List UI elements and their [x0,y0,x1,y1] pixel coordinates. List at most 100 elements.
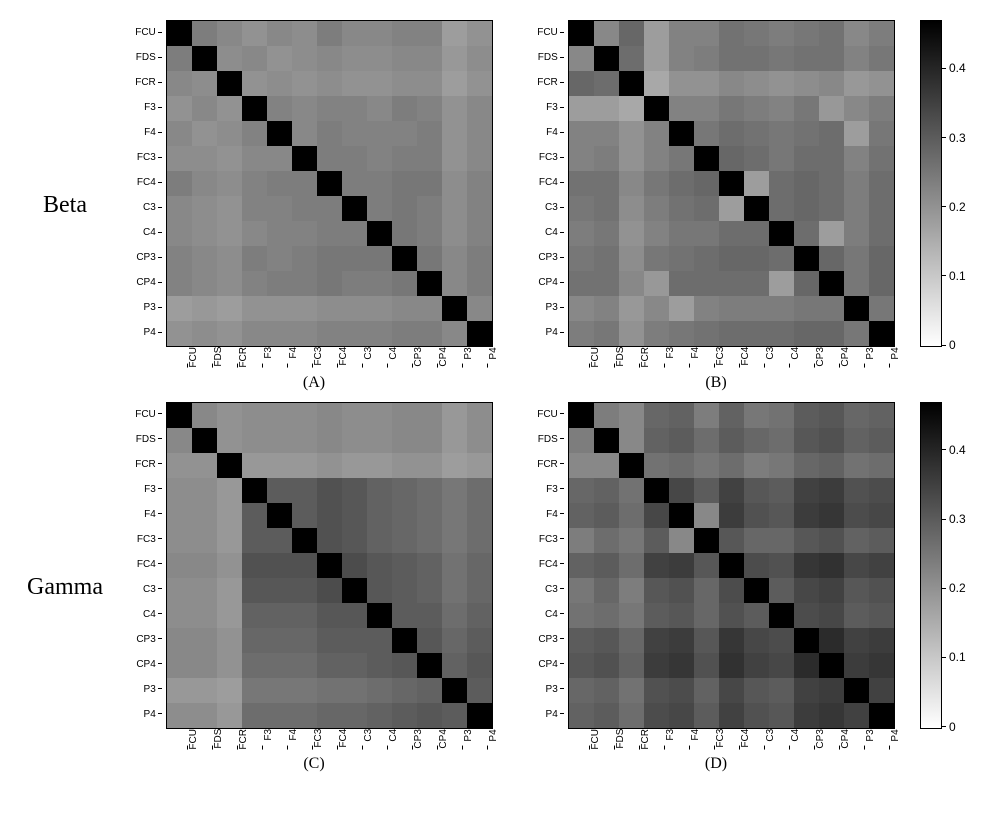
heatmap-cell [694,628,719,653]
heatmap-cell [744,628,769,653]
heatmap-cell [242,528,267,553]
heatmap-cell [869,553,894,578]
heatmap-cell [417,146,442,171]
xtick-label: P3 [462,729,487,752]
heatmap-cell [569,678,594,703]
heatmap-cell [417,678,442,703]
heatmap-cell [292,71,317,96]
xtick-label: P3 [864,347,889,370]
heatmap-cell [669,553,694,578]
heatmap-cell [267,46,292,71]
heatmap-cell [794,553,819,578]
colorbar-gradient-top [920,20,942,347]
heatmap-cell [442,71,467,96]
xtick-label: F4 [287,347,312,370]
heatmap-cell [217,603,242,628]
heatmap-cell [317,196,342,221]
heatmap-cell [769,171,794,196]
heatmap-cell [769,403,794,428]
heatmap-cell [242,553,267,578]
heatmap-cell [694,528,719,553]
heatmap-cell [644,478,669,503]
heatmap-cell [292,503,317,528]
heatmap-cell [467,478,492,503]
heatmap-c [166,402,493,729]
heatmap-cell [819,528,844,553]
heatmap-cell [669,96,694,121]
heatmap-cell [342,403,367,428]
heatmap-cell [217,478,242,503]
heatmap-cell [442,46,467,71]
heatmap-cell [569,71,594,96]
heatmap-cell [317,21,342,46]
heatmap-cell [292,678,317,703]
heatmap-cell [217,578,242,603]
heatmap-cell [367,46,392,71]
heatmap-cell [694,678,719,703]
heatmap-cell [869,246,894,271]
heatmap-a [166,20,493,347]
heatmap-cell [242,503,267,528]
heatmap-cell [217,678,242,703]
heatmap-cell [619,96,644,121]
heatmap-cell [342,321,367,346]
heatmap-cell [267,528,292,553]
heatmap-cell [192,296,217,321]
heatmap-cell [442,478,467,503]
yticks-c: FCUFDSFCRF3F4FC3FC4C3C4CP3CP4P3P4 [135,402,162,727]
heatmap-cell [267,171,292,196]
heatmap-cell [417,653,442,678]
heatmap-cell [619,553,644,578]
heatmap-cell [242,21,267,46]
heatmap-cell [342,246,367,271]
heatmap-cell [342,271,367,296]
heatmap-cell [317,121,342,146]
heatmap-cell [417,246,442,271]
heatmap-cell [417,96,442,121]
heatmap-cell [467,653,492,678]
heatmap-cell [769,321,794,346]
ytick-label: FCR [135,70,162,95]
heatmap-cell [569,271,594,296]
heatmap-cell [242,121,267,146]
heatmap-cell [392,653,417,678]
xtick-label: FC4 [739,347,764,370]
heatmap-cell [242,403,267,428]
heatmap-cell [292,528,317,553]
xtick-label: FC4 [337,347,362,370]
heatmap-cell [342,221,367,246]
heatmap-cell [669,121,694,146]
heatmap-cell [619,221,644,246]
heatmap-cell [367,221,392,246]
heatmap-cell [844,121,869,146]
heatmap-cell [694,146,719,171]
heatmap-cell [442,121,467,146]
heatmap-cell [644,71,669,96]
heatmap-cell [167,453,192,478]
heatmap-cell [442,321,467,346]
heatmap-cell [844,271,869,296]
heatmap-cell [819,21,844,46]
heatmap-cell [769,96,794,121]
xtick-label: F3 [262,729,287,752]
heatmap-cell [694,21,719,46]
heatmap-cell [467,146,492,171]
heatmap-cell [242,478,267,503]
heatmap-cell [844,321,869,346]
heatmap-cell [594,146,619,171]
heatmap-cell [869,503,894,528]
heatmap-cell [794,528,819,553]
heatmap-cell [292,221,317,246]
heatmap-cell [342,428,367,453]
heatmap-cell [769,703,794,728]
heatmap-cell [367,503,392,528]
heatmap-cell [769,21,794,46]
heatmap-cell [644,678,669,703]
heatmap-cell [569,21,594,46]
heatmap-cell [192,478,217,503]
heatmap-cell [669,21,694,46]
heatmap-cell [769,296,794,321]
heatmap-cell [292,171,317,196]
heatmap-cell [769,453,794,478]
heatmap-cell [819,46,844,71]
